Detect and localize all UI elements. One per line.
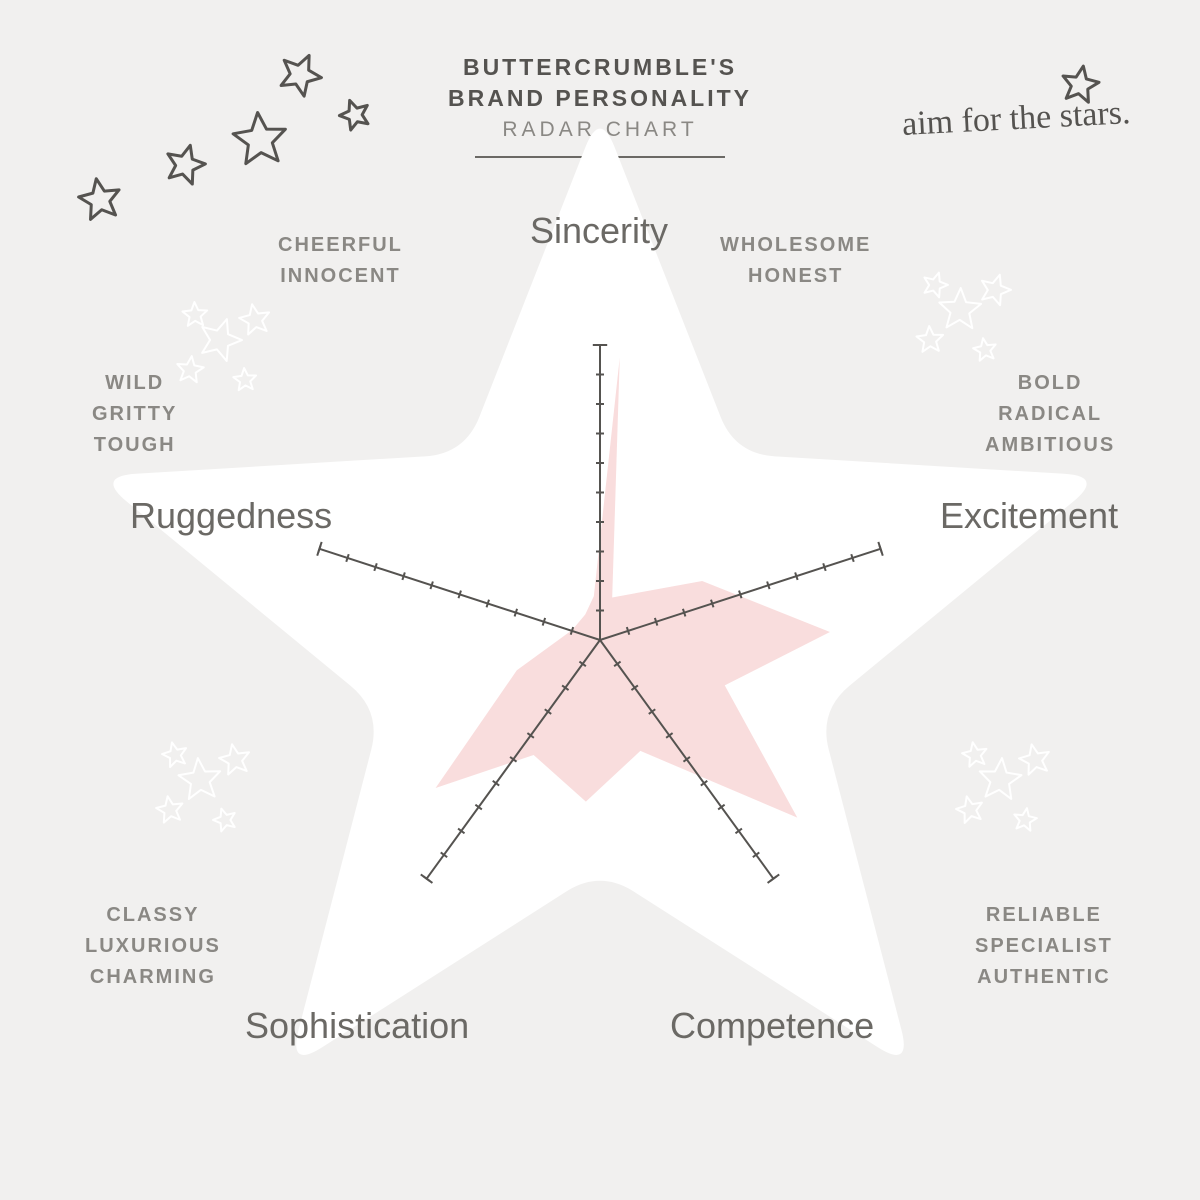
traits-sophistication: CLASSYLUXURIOUSCHARMING [85,900,221,993]
traits-competence: RELIABLESPECIALISTAUTHENTIC [975,900,1113,993]
axis-label-sincerity: Sincerity [530,210,668,252]
traits-sincerity-right: WHOLESOMEHONEST [720,230,871,292]
traits-sincerity: CHEERFULINNOCENT [278,230,403,292]
axis-label-competence: Competence [670,1005,874,1047]
axis-label-ruggedness: Ruggedness [130,495,332,537]
radar-chart [0,0,1200,1200]
traits-ruggedness: WILDGRITTYTOUGH [92,368,177,461]
traits-excitement: BOLDRADICALAMBITIOUS [985,368,1115,461]
axis-label-sophistication: Sophistication [245,1005,469,1047]
axis-label-excitement: Excitement [940,495,1118,537]
